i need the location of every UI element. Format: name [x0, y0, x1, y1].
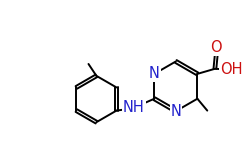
Text: N: N [170, 104, 181, 119]
Text: NH: NH [123, 100, 145, 115]
Text: O: O [210, 40, 222, 55]
Text: N: N [149, 66, 160, 81]
Text: OH: OH [220, 62, 242, 77]
